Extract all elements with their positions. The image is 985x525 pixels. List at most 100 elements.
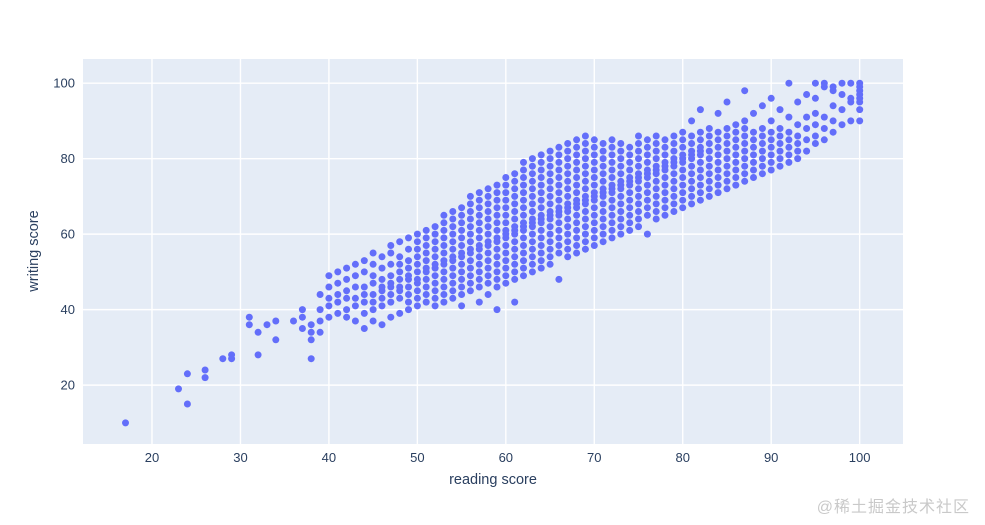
scatter-point[interactable] [431, 279, 439, 287]
scatter-point[interactable] [785, 136, 793, 144]
scatter-point[interactable] [785, 113, 793, 121]
scatter-point[interactable] [679, 128, 687, 136]
scatter-point[interactable] [590, 151, 598, 159]
scatter-point[interactable] [696, 181, 704, 189]
scatter-point[interactable] [696, 106, 704, 114]
scatter-point[interactable] [590, 174, 598, 181]
scatter-point[interactable] [767, 94, 775, 102]
scatter-point[interactable] [723, 162, 731, 170]
scatter-point[interactable] [564, 223, 572, 231]
scatter-point[interactable] [466, 279, 474, 287]
scatter-point[interactable] [493, 234, 501, 242]
scatter-point[interactable] [573, 242, 581, 249]
scatter-point[interactable] [670, 132, 678, 140]
scatter-point[interactable] [652, 140, 660, 147]
scatter-point[interactable] [546, 185, 554, 193]
scatter-point[interactable] [811, 140, 819, 147]
scatter-point[interactable] [511, 185, 519, 193]
scatter-point[interactable] [626, 143, 634, 151]
scatter-point[interactable] [484, 192, 492, 200]
scatter-point[interactable] [617, 170, 625, 178]
scatter-point[interactable] [741, 162, 749, 170]
scatter-point[interactable] [405, 272, 412, 280]
scatter-point[interactable] [581, 132, 589, 140]
scatter-point[interactable] [573, 249, 581, 257]
scatter-point[interactable] [643, 181, 651, 189]
scatter-point[interactable] [475, 234, 483, 242]
scatter-point[interactable] [767, 143, 775, 151]
scatter-point[interactable] [767, 158, 775, 166]
scatter-point[interactable] [794, 132, 802, 140]
scatter-point[interactable] [466, 264, 474, 272]
scatter-point[interactable] [581, 238, 589, 246]
scatter-point[interactable] [723, 140, 731, 147]
scatter-point[interactable] [732, 181, 740, 189]
scatter-point[interactable] [475, 226, 483, 234]
scatter-point[interactable] [351, 294, 359, 302]
scatter-point[interactable] [334, 291, 342, 298]
scatter-point[interactable] [475, 204, 483, 212]
scatter-point[interactable] [811, 94, 819, 102]
scatter-point[interactable] [723, 177, 731, 185]
scatter-point[interactable] [537, 158, 545, 166]
scatter-point[interactable] [758, 125, 766, 132]
scatter-point[interactable] [599, 170, 607, 178]
scatter-point[interactable] [714, 189, 722, 197]
scatter-point[interactable] [555, 166, 563, 174]
scatter-point[interactable] [617, 147, 625, 155]
scatter-point[interactable] [564, 238, 572, 246]
scatter-point[interactable] [581, 147, 589, 155]
scatter-point[interactable] [520, 234, 527, 242]
scatter-point[interactable] [343, 294, 351, 302]
scatter-point[interactable] [714, 128, 722, 136]
scatter-point[interactable] [599, 238, 607, 246]
scatter-point[interactable] [599, 223, 607, 231]
scatter-point[interactable] [829, 102, 837, 110]
scatter-point[interactable] [511, 260, 519, 268]
scatter-point[interactable] [520, 272, 527, 280]
scatter-point[interactable] [343, 275, 351, 283]
scatter-point[interactable] [608, 219, 616, 227]
scatter-point[interactable] [466, 230, 474, 238]
scatter-point[interactable] [458, 204, 466, 212]
scatter-point[interactable] [511, 253, 519, 261]
scatter-point[interactable] [254, 351, 262, 359]
scatter-point[interactable] [537, 226, 545, 234]
scatter-point[interactable] [679, 174, 687, 181]
scatter-point[interactable] [696, 189, 704, 197]
scatter-point[interactable] [608, 226, 616, 234]
scatter-point[interactable] [511, 275, 519, 283]
scatter-point[interactable] [829, 83, 837, 91]
scatter-point[interactable] [449, 215, 457, 223]
scatter-point[interactable] [626, 226, 634, 234]
scatter-point[interactable] [555, 151, 563, 159]
scatter-point[interactable] [643, 230, 651, 238]
scatter-point[interactable] [643, 166, 651, 174]
scatter-point[interactable] [643, 151, 651, 159]
scatter-point[interactable] [201, 366, 209, 374]
scatter-point[interactable] [741, 177, 749, 185]
scatter-point[interactable] [493, 245, 501, 253]
scatter-point[interactable] [413, 253, 421, 261]
scatter-point[interactable] [652, 200, 660, 208]
scatter-point[interactable] [732, 166, 740, 174]
scatter-point[interactable] [608, 211, 616, 219]
scatter-point[interactable] [581, 245, 589, 253]
scatter-point[interactable] [546, 147, 554, 155]
scatter-point[interactable] [688, 185, 696, 193]
scatter-point[interactable] [537, 242, 545, 249]
scatter-point[interactable] [334, 298, 342, 306]
scatter-point[interactable] [573, 189, 581, 197]
scatter-point[interactable] [475, 298, 483, 306]
scatter-point[interactable] [670, 192, 678, 200]
scatter-point[interactable] [573, 136, 581, 144]
scatter-point[interactable] [449, 245, 457, 253]
scatter-point[interactable] [573, 166, 581, 174]
scatter-point[interactable] [405, 245, 412, 253]
scatter-point[interactable] [511, 268, 519, 276]
scatter-point[interactable] [714, 166, 722, 174]
scatter-point[interactable] [546, 192, 554, 200]
scatter-point[interactable] [502, 181, 510, 189]
scatter-point[interactable] [440, 211, 448, 219]
scatter-point[interactable] [413, 260, 421, 268]
